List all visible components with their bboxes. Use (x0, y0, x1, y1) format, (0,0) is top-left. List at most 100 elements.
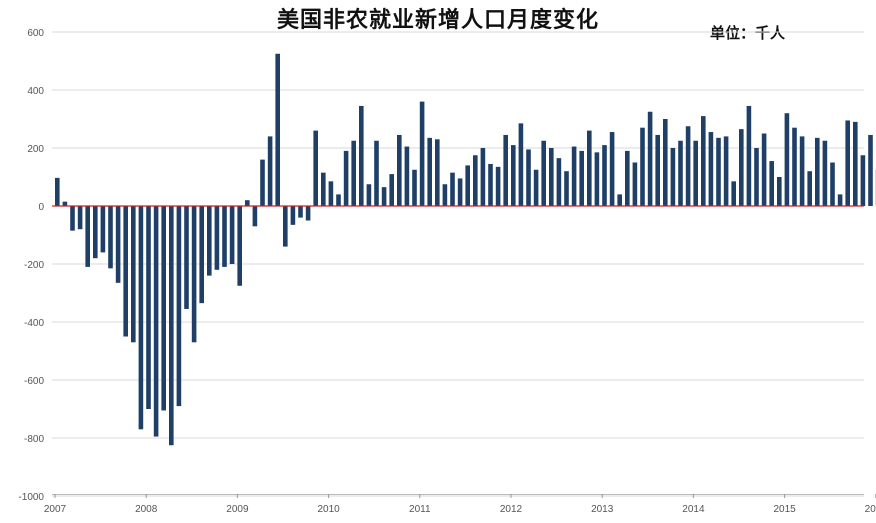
bar (503, 134, 508, 206)
bar (275, 53, 280, 206)
bar (837, 194, 843, 206)
bar (853, 121, 858, 206)
bar (442, 184, 448, 206)
bar (602, 145, 607, 206)
x-tick-label: 2011 (409, 504, 431, 515)
gridlines (52, 31, 864, 497)
bar (777, 177, 782, 206)
bar (556, 158, 562, 206)
bar (731, 181, 736, 206)
bar (587, 130, 592, 206)
bar (845, 120, 850, 206)
bar (784, 113, 790, 206)
bar (184, 206, 189, 309)
bar (685, 126, 691, 206)
y-tick-label: -1000 (18, 492, 44, 503)
bar (465, 165, 470, 206)
bar (526, 149, 531, 206)
bar (457, 178, 463, 206)
chart-title: 美国非农就业新增人口月度变化 (276, 8, 599, 33)
bar (708, 132, 714, 206)
bar (693, 140, 698, 206)
bar (799, 136, 805, 206)
bar (100, 206, 106, 253)
bar (647, 111, 653, 206)
bar (655, 134, 660, 206)
bar (359, 105, 364, 206)
bar (245, 200, 250, 206)
bar (404, 146, 410, 206)
y-tick-label: -800 (24, 434, 44, 445)
bar (328, 181, 334, 206)
bar (473, 155, 478, 206)
bar (222, 206, 227, 267)
bar (495, 166, 501, 206)
y-tick-label: -600 (24, 376, 44, 387)
bar (632, 162, 638, 206)
bar (594, 152, 600, 206)
bar (860, 155, 866, 206)
bar (670, 148, 676, 206)
bar (450, 172, 455, 206)
x-tick-label: 2013 (591, 504, 614, 515)
bar (564, 171, 569, 206)
y-tick-label: 400 (27, 86, 44, 97)
bar (549, 148, 554, 206)
bar (663, 119, 668, 206)
bar (625, 150, 630, 206)
bar (435, 139, 440, 206)
bar (343, 150, 349, 206)
bar (214, 206, 220, 270)
bar (93, 206, 98, 259)
x-tick-label: 2014 (682, 504, 705, 515)
bar (153, 206, 159, 437)
bar (427, 137, 432, 206)
bar (336, 194, 341, 206)
bar (533, 169, 539, 206)
bar (518, 123, 524, 206)
bar (267, 136, 273, 206)
bar (131, 206, 136, 343)
bar (229, 206, 235, 264)
bar (678, 140, 683, 206)
bar (769, 161, 774, 206)
y-tick-label: -400 (24, 318, 44, 329)
bar (754, 148, 759, 206)
bar (115, 206, 121, 283)
bar (579, 150, 584, 206)
bar (169, 206, 174, 446)
bar (123, 206, 128, 337)
bar (260, 159, 265, 206)
bar (55, 177, 60, 206)
unit-label: 单位：千人 (710, 24, 786, 42)
bar (868, 134, 873, 206)
bar (138, 206, 144, 430)
bar (207, 206, 212, 276)
y-tick-label: 0 (38, 202, 44, 213)
bar (313, 130, 318, 206)
bar (822, 140, 828, 206)
bar (237, 206, 242, 286)
bar (374, 140, 379, 206)
x-tick-label: 2007 (44, 504, 67, 515)
y-tick-label: 200 (27, 144, 44, 155)
bar (746, 105, 752, 206)
bar (739, 129, 744, 206)
bar (815, 137, 820, 206)
bar (108, 206, 113, 269)
bar (161, 206, 166, 411)
bar (480, 148, 486, 206)
bar (609, 132, 615, 206)
bar (305, 206, 311, 221)
bar (716, 137, 721, 206)
y-tick-label: 600 (27, 28, 44, 39)
bar (77, 206, 83, 230)
bars (55, 53, 876, 446)
bar (85, 206, 90, 267)
bar (199, 206, 204, 304)
bar (397, 134, 402, 206)
bar (176, 206, 182, 407)
bar (146, 206, 151, 409)
bar (298, 206, 303, 218)
